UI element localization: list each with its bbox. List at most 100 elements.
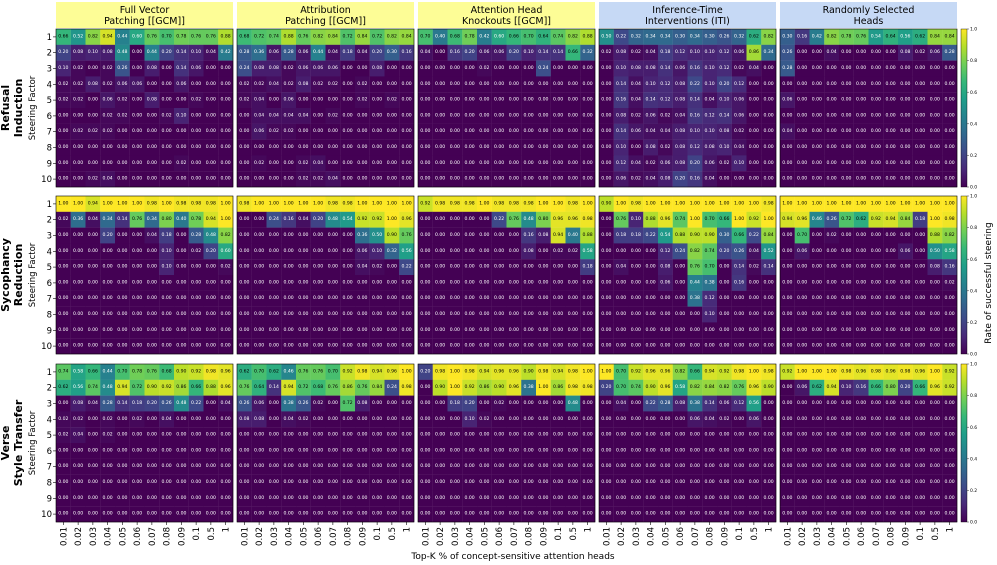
heatmap-cell: [144, 60, 160, 77]
heatmap-cell: [731, 44, 747, 61]
cell-value-label: 0.92: [372, 216, 382, 222]
heatmap-cell: [883, 171, 899, 188]
heatmap-cell: [188, 196, 204, 212]
heatmap-cell: [702, 155, 718, 172]
y-tick-label: 3: [47, 65, 52, 75]
cell-value-label: 0.34: [103, 216, 113, 222]
heatmap-cell: [85, 306, 101, 323]
heatmap-cell: [115, 123, 130, 140]
heatmap-cell: [565, 29, 581, 45]
cell-value-label: 1.00: [734, 200, 744, 206]
heatmap-cell: [251, 243, 267, 260]
colorbar-tick-label: 0.4: [970, 456, 977, 462]
heatmap-cell: [188, 108, 204, 124]
cell-value-label: 0.00: [147, 479, 157, 485]
cell-value-label: 0.00: [509, 176, 519, 182]
cell-value-label: 0.00: [900, 447, 910, 453]
heatmap-cell: [399, 171, 415, 188]
heatmap-cell: [266, 211, 282, 228]
cell-value-label: 0.00: [479, 81, 489, 87]
cell-value-label: 0.98: [328, 200, 338, 206]
cell-value-label: 0.00: [117, 343, 127, 349]
cell-value-label: 0.00: [191, 128, 201, 134]
colorbars: 0.00.20.40.60.81.00.00.20.40.60.81.00.00…: [960, 27, 977, 526]
heatmap-cell: [462, 171, 478, 188]
cell-value-label: 1.00: [117, 200, 127, 206]
cell-value-label: 0.00: [945, 327, 955, 333]
cell-value-label: 0.00: [797, 264, 807, 270]
cell-value-label: 1.00: [221, 200, 231, 206]
cell-value-label: 0.62: [812, 384, 822, 390]
cell-value-label: 0.00: [420, 128, 430, 134]
heatmap-cell: [325, 243, 341, 260]
cell-value-label: 0.00: [871, 432, 881, 438]
heatmap-cell: [56, 338, 71, 355]
cell-value-label: 0.00: [239, 463, 249, 469]
heatmap-panel: 0.66 0.52 0.82 0.94 0.44 0.60 0.76 0.70 0.78 0.76…: [55, 28, 234, 188]
cell-value-label: 0.00: [827, 279, 837, 285]
cell-value-label: 0.00: [298, 479, 308, 485]
cell-value-label: 0.00: [900, 81, 910, 87]
cell-value-label: 0.06: [690, 416, 700, 422]
cell-value-label: 0.00: [343, 264, 353, 270]
cell-value-label: 0.20: [465, 400, 475, 406]
cell-value-label: 0.00: [450, 97, 460, 103]
cell-value-label: 0.34: [690, 33, 700, 39]
heatmap-cell: [839, 108, 854, 124]
cell-value-label: 0.00: [239, 279, 249, 285]
cell-value-label: 0.00: [206, 311, 216, 317]
cell-value-label: 1.00: [827, 200, 837, 206]
heatmap-cell: [355, 306, 370, 323]
cell-value-label: 0.00: [945, 65, 955, 71]
cell-value-label: 0.00: [764, 447, 774, 453]
cell-value-label: 0.00: [719, 447, 729, 453]
heatmap-cell: [129, 306, 145, 323]
heatmap-cell: [942, 60, 958, 77]
heatmap-cell: [310, 243, 326, 260]
x-tick-label: 0.08: [706, 527, 716, 546]
heatmap-cell: [746, 171, 762, 188]
cell-value-label: 0.00: [254, 432, 264, 438]
heatmap-cell: [761, 76, 777, 93]
heatmap-cell: [218, 338, 234, 355]
cell-value-label: 0.00: [313, 112, 323, 118]
cell-value-label: 0.00: [269, 447, 279, 453]
heatmap-cell: [658, 29, 673, 45]
heatmap-cell: [912, 29, 928, 45]
cell-value-label: 0.00: [782, 327, 792, 333]
heatmap-cell: [325, 196, 341, 212]
x-tick-label: 0.05: [480, 527, 490, 546]
cell-value-label: 0.26: [827, 216, 837, 222]
heatmap-cell: [628, 76, 644, 93]
cell-value-label: 0.00: [494, 343, 504, 349]
x-tick-label: 0.07: [691, 527, 701, 546]
cell-value-label: 0.06: [675, 65, 685, 71]
cell-value-label: 1.00: [269, 200, 279, 206]
cell-value-label: 0.00: [206, 176, 216, 182]
cell-value-label: 0.00: [132, 264, 142, 270]
heatmap-cell: [418, 60, 433, 77]
heatmap-cell: [912, 108, 928, 124]
cell-value-label: 0.00: [387, 81, 397, 87]
cell-value-label: 0.00: [900, 176, 910, 182]
y-tick-label: 1: [47, 200, 52, 210]
heatmap-cell: [717, 108, 732, 124]
cell-value-label: 0.00: [524, 511, 534, 517]
cell-value-label: 0.14: [616, 128, 626, 134]
cell-value-label: 0.72: [343, 400, 353, 406]
cell-value-label: 0.00: [675, 416, 685, 422]
cell-value-label: 0.00: [494, 248, 504, 254]
x-tick-label: 0.06: [495, 527, 505, 546]
heatmap-cell: [927, 123, 943, 140]
heatmap-cell: [672, 139, 688, 156]
cell-value-label: 0.98: [343, 200, 353, 206]
heatmap-cell: [203, 60, 219, 77]
heatmap-cell: [144, 29, 160, 45]
heatmap-cell: [447, 123, 463, 140]
heatmap-cell: [203, 123, 219, 140]
x-tick-label: 0.08: [887, 527, 897, 546]
cell-value-label: 0.00: [221, 495, 231, 501]
cell-value-label: 0.00: [132, 97, 142, 103]
cell-value-label: 0.00: [764, 144, 774, 150]
cell-value-label: 0.66: [88, 368, 98, 374]
